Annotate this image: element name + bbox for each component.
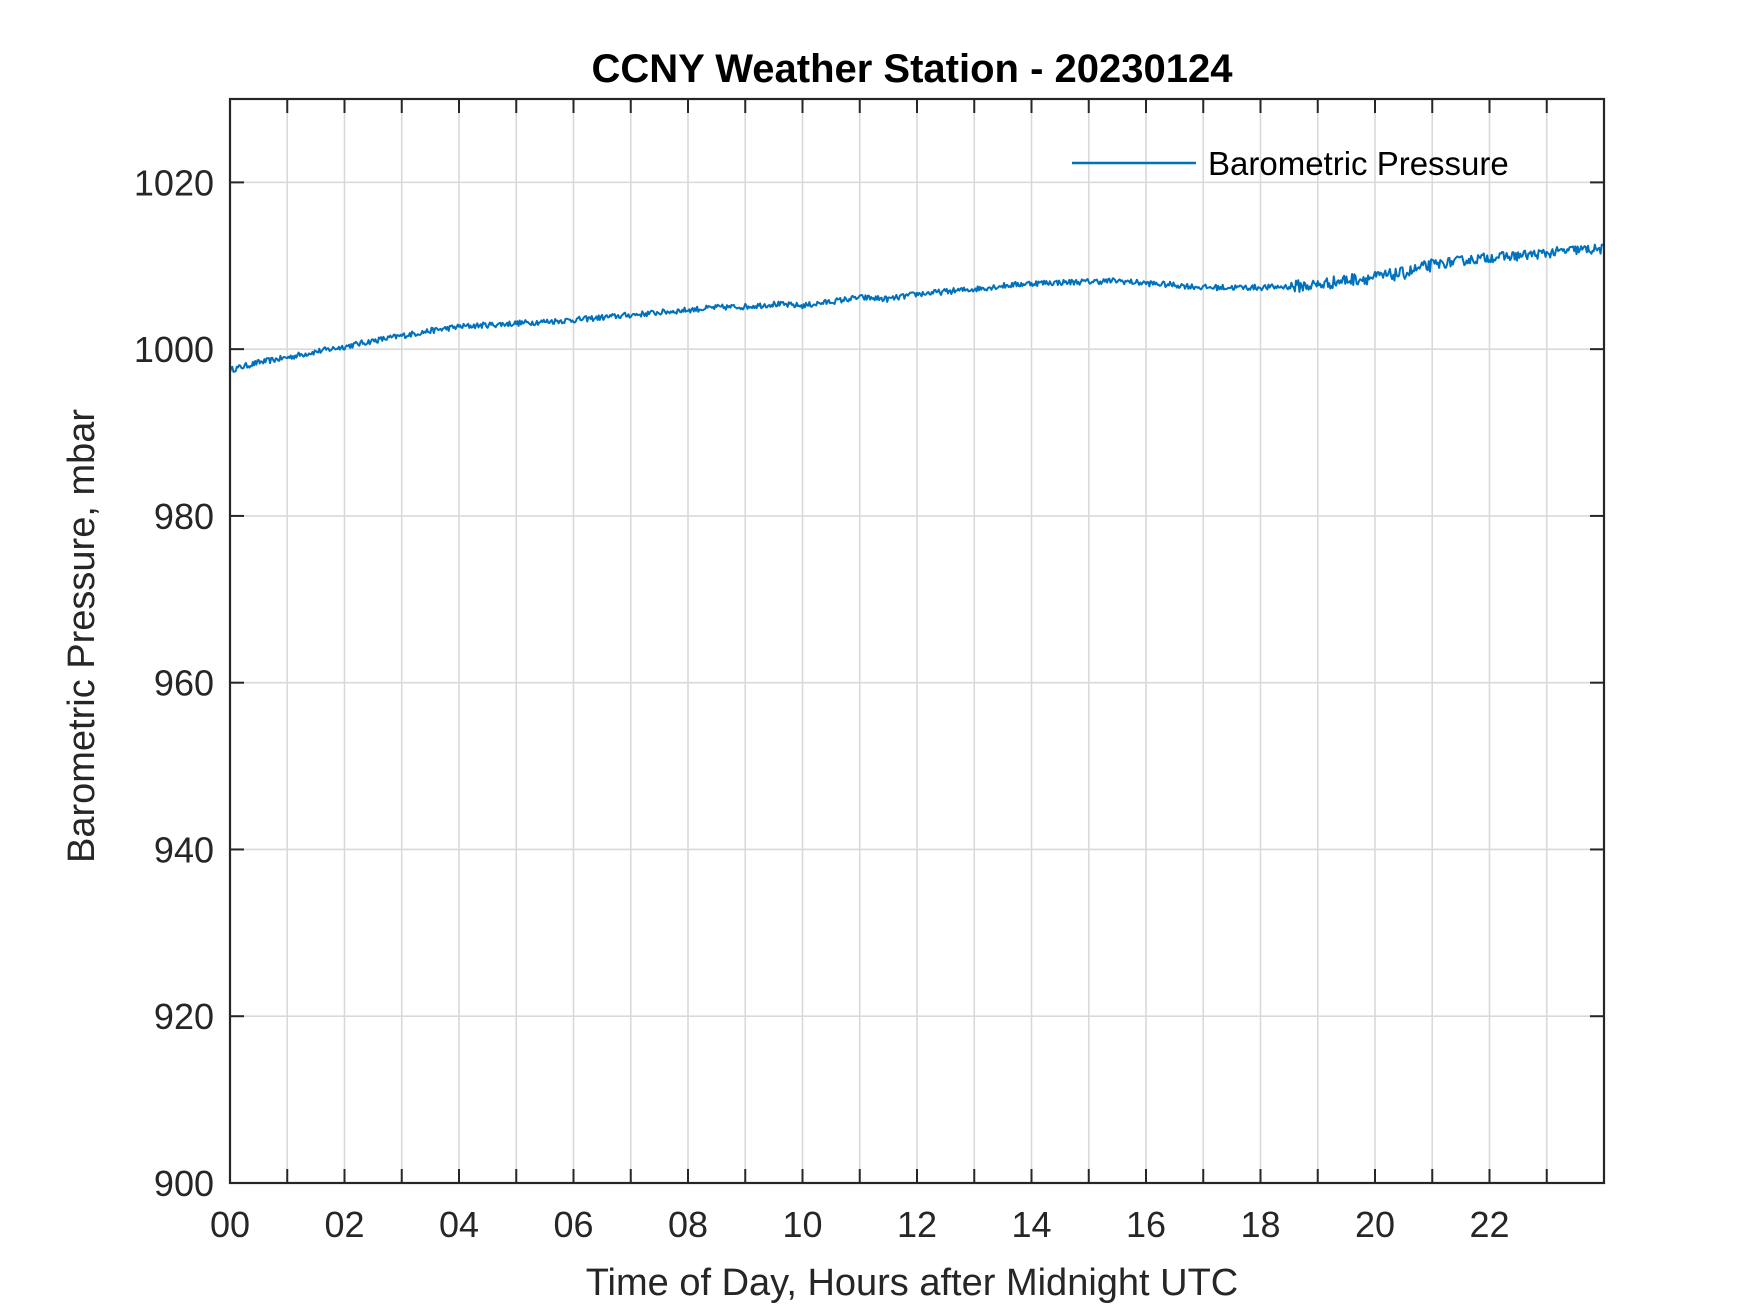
y-tick-label: 1000	[134, 329, 214, 370]
y-tick-label: 960	[154, 663, 214, 704]
x-tick-label: 16	[1126, 1204, 1166, 1245]
x-tick-label: 08	[668, 1204, 708, 1245]
y-tick-label: 940	[154, 829, 214, 870]
y-tick-label: 920	[154, 996, 214, 1037]
x-tick-label: 10	[782, 1204, 822, 1245]
x-tick-label: 18	[1240, 1204, 1280, 1245]
series-line-barometric-pressure	[229, 243, 1605, 373]
x-tick-label: 06	[553, 1204, 593, 1245]
y-tick-label: 980	[154, 496, 214, 537]
x-tick-label: 00	[210, 1204, 250, 1245]
x-tick-label: 14	[1011, 1204, 1051, 1245]
x-tick-label: 02	[324, 1204, 364, 1245]
y-axis-label: Barometric Pressure, mbar	[61, 409, 103, 863]
plot-area: 00 02 04 06 08 10 12 14 16 18 20 22 900 920 940 960 980 1…	[134, 97, 1606, 1245]
chart-title: CCNY Weather Station - 20230124	[592, 47, 1234, 91]
x-axis-label: Time of Day, Hours after Midnight UTC	[586, 1262, 1239, 1304]
x-tick-label: 04	[439, 1204, 479, 1245]
x-tick-label: 20	[1355, 1204, 1395, 1245]
x-tick-label: 22	[1469, 1204, 1509, 1245]
legend: Barometric Pressure	[1072, 145, 1509, 182]
y-tick-label: 1020	[134, 162, 214, 203]
legend-label-barometric-pressure: Barometric Pressure	[1208, 145, 1509, 182]
y-tick-label: 900	[154, 1163, 214, 1204]
x-tick-label: 12	[897, 1204, 937, 1245]
